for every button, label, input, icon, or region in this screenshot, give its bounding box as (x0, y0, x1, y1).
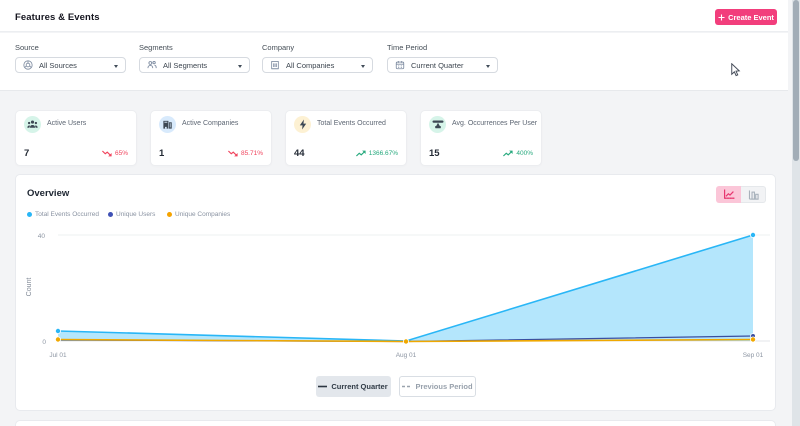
svg-text:Count: Count (26, 278, 33, 297)
svg-text:0: 0 (42, 339, 46, 346)
svg-text:Jul 01: Jul 01 (49, 352, 67, 359)
svg-text:40: 40 (38, 233, 46, 240)
svg-text:Aug 01: Aug 01 (396, 352, 417, 359)
svg-text:Sep 01: Sep 01 (743, 352, 764, 359)
